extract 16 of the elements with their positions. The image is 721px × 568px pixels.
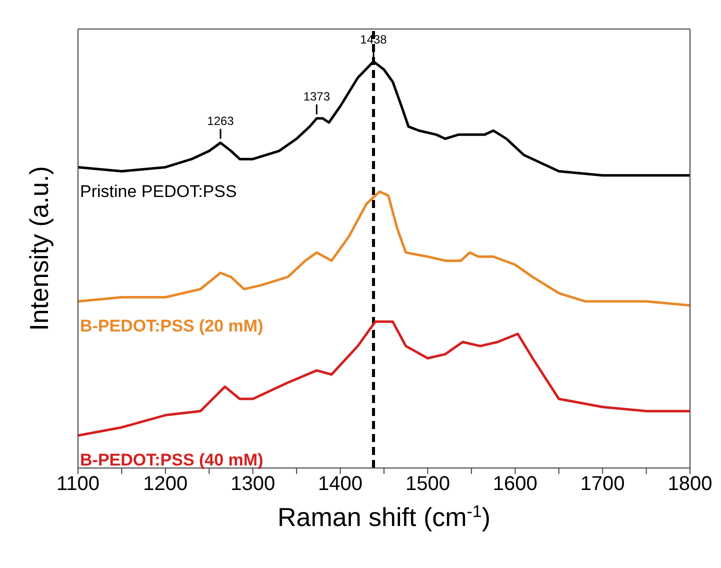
x-tick-label: 1800	[668, 473, 712, 496]
x-tick-label: 1500	[405, 473, 450, 496]
annotation: 1263	[207, 114, 234, 128]
x-tick-label: 1200	[143, 473, 188, 496]
annotation: 1373	[303, 89, 330, 104]
series-label: Pristine PEDOT:PSS	[80, 182, 237, 202]
series-label: B-PEDOT:PSS (40 mM)	[80, 450, 264, 470]
x-tick-label: 1300	[230, 473, 276, 496]
x-axis-title: Raman shift (cm$^{-1}$)	[278, 502, 490, 532]
x-tick-label: 1100	[56, 473, 100, 496]
x-tick-label: 1600	[492, 473, 538, 496]
x-tick-label: 1400	[318, 473, 363, 496]
series-label: B-PEDOT:PSS (20 mM)	[80, 316, 264, 336]
x-tick-label: 1700	[580, 473, 625, 496]
annotation: 1438	[360, 32, 388, 47]
y-axis-title: Intensity (a.u.)	[24, 166, 54, 331]
